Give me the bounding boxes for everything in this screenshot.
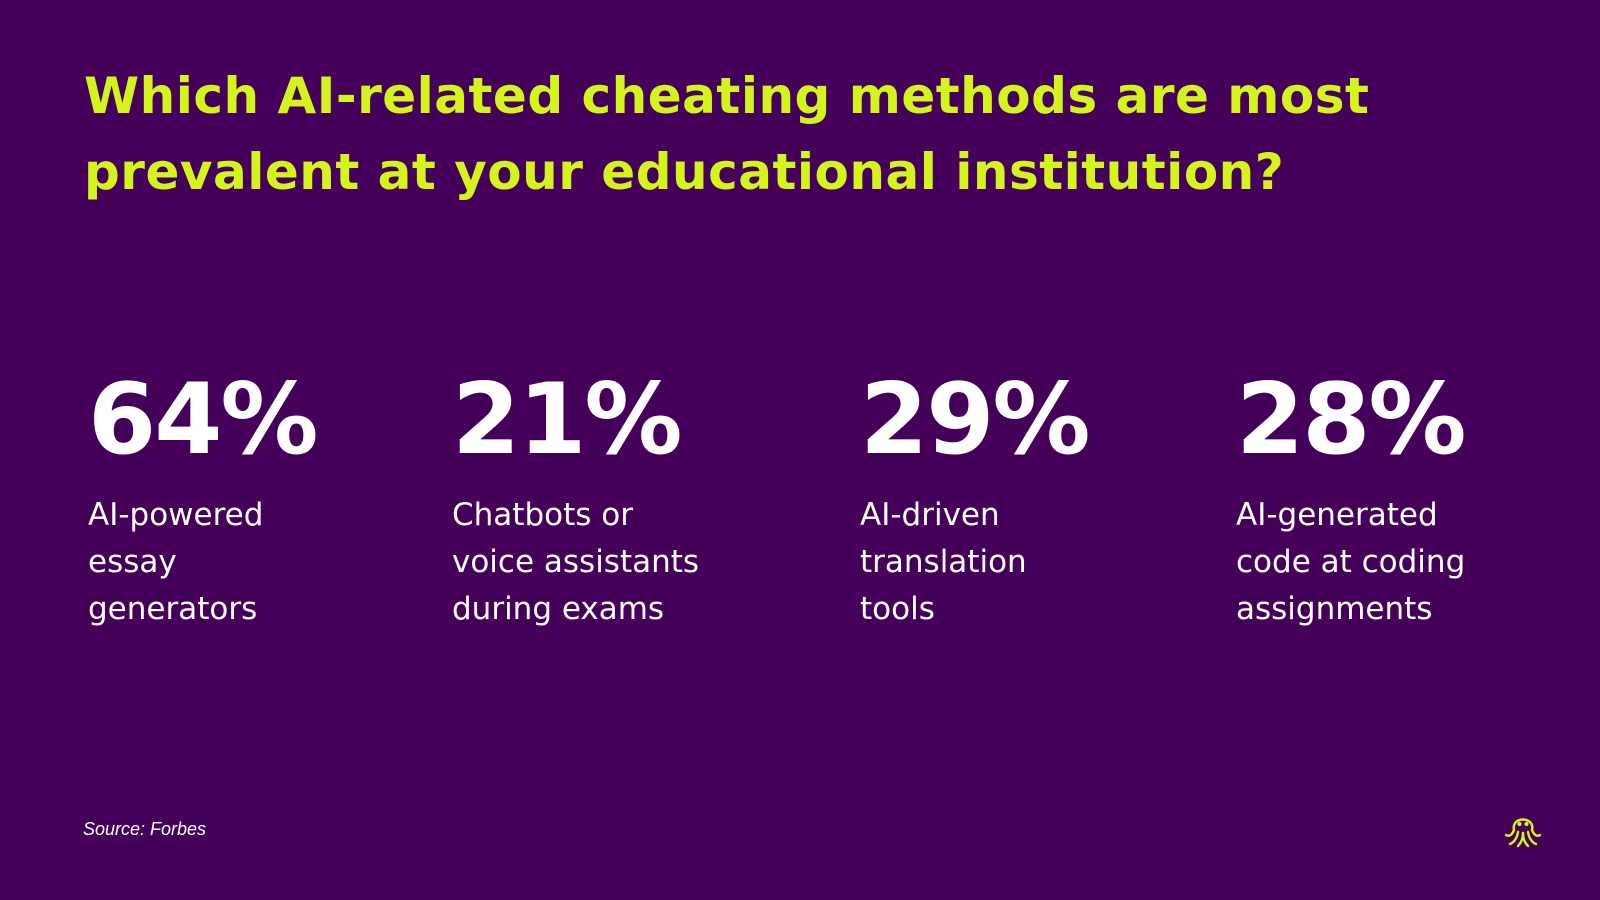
stat-value: 64% bbox=[88, 363, 319, 477]
stat-value: 28% bbox=[1236, 363, 1467, 477]
stat-essay-generators: 64% AI-powered essay generators bbox=[88, 362, 408, 633]
stat-value: 21% bbox=[452, 363, 683, 477]
stat-label: AI-driven translation tools bbox=[860, 497, 1027, 627]
stat-label: AI-powered essay generators bbox=[88, 497, 264, 627]
source-note: Source: Forbes bbox=[83, 819, 207, 839]
stat-value: 29% bbox=[860, 363, 1091, 477]
octopus-logo-icon bbox=[1504, 818, 1542, 848]
stat-generated-code: 28% AI-generated code at coding assignme… bbox=[1236, 362, 1576, 633]
slide-title: Which AI-related cheating methods are mo… bbox=[84, 67, 1370, 201]
stat-chatbots: 21% Chatbots or voice assistants during … bbox=[452, 362, 812, 633]
stat-label: AI-generated code at coding assignments bbox=[1236, 497, 1466, 627]
stat-translation-tools: 29% AI-driven translation tools bbox=[860, 362, 1200, 633]
stat-label: Chatbots or voice assistants during exam… bbox=[452, 497, 700, 627]
